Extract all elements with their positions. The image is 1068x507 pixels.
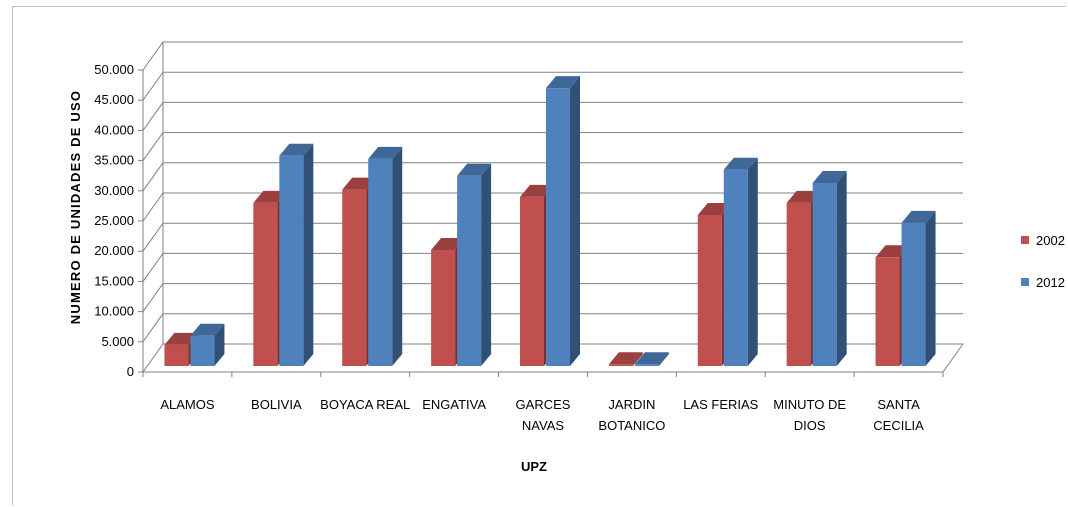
y-tick-label: 25.000 — [94, 213, 134, 228]
x-axis-labels: ALAMOS BOLIVIA BOYACA REAL ENGATIVA GARCES NA… — [160, 397, 924, 433]
gridline — [142, 41, 963, 71]
gridline — [142, 71, 963, 101]
legend: 2002 2012 — [1021, 233, 1065, 290]
x-tick-label: LAS FERIAS — [683, 397, 758, 412]
x-tick-label: MINUTO DE DIOS — [773, 397, 846, 433]
gridline — [142, 101, 963, 131]
bar-2012 — [546, 76, 580, 366]
y-tick-label: 45.000 — [94, 92, 134, 107]
legend-swatch — [1021, 236, 1029, 244]
legend-label: 2002 — [1036, 233, 1065, 248]
x-tick-label: BOYACA REAL — [320, 397, 410, 412]
x-axis-title: UPZ — [521, 459, 547, 474]
bar-2012 — [368, 146, 403, 366]
y-tick-label: 40.000 — [94, 122, 134, 137]
gridline — [142, 252, 963, 282]
y-axis-ticks: 0 5.000 10.000 15.000 20.000 25.000 30.000 35.0… — [94, 62, 944, 379]
legend-swatch — [1021, 278, 1029, 286]
x-tick-label: ENGATIVA — [422, 397, 486, 412]
y-tick-label: 30.000 — [94, 183, 134, 198]
y-axis-title: NUMERO DE UNIDADES DE USO — [68, 90, 83, 324]
bar-2012 — [634, 352, 669, 366]
chart-frame — [12, 6, 1066, 505]
x-tick-label: SANTA CECILIA — [873, 397, 924, 433]
bar-2012 — [279, 143, 314, 366]
x-tick-label: BOLIVIA — [251, 397, 302, 412]
y-tick-label: 0 — [127, 364, 134, 379]
y-tick-label: 20.000 — [94, 243, 134, 258]
gridline — [142, 162, 963, 192]
bar-2012 — [723, 157, 758, 366]
bars — [164, 76, 936, 366]
y-tick-label: 15.000 — [94, 273, 134, 288]
gridline — [142, 313, 963, 343]
y-tick-label: 50.000 — [94, 62, 134, 77]
gridlines — [142, 41, 963, 343]
y-tick-label: 10.000 — [94, 304, 134, 319]
bar-2002 — [431, 238, 466, 366]
gridline — [142, 222, 963, 252]
gridline — [142, 132, 963, 161]
legend-label: 2012 — [1036, 275, 1065, 290]
bar-2012 — [457, 163, 492, 366]
gridline — [142, 192, 963, 222]
y-tick-label: 35.000 — [94, 153, 134, 168]
bar-2002 — [608, 352, 643, 366]
bar-2012 — [812, 170, 847, 366]
x-tick-label: GARCES NAVAS — [516, 397, 571, 433]
x-tick-label: ALAMOS — [160, 397, 215, 412]
x-tick-label: JARDIN BOTANICO — [598, 397, 665, 433]
y-tick-label: 5.000 — [101, 334, 134, 349]
bar-2012 — [901, 210, 936, 366]
bar-2012 — [190, 323, 225, 366]
gridline — [142, 283, 963, 312]
